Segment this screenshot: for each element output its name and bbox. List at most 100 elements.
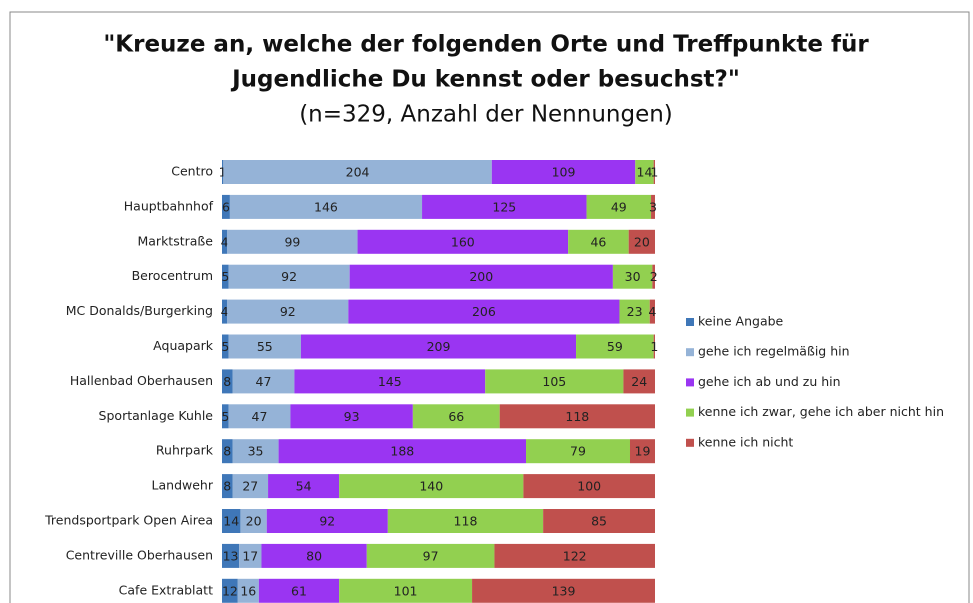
data-label: 79 (570, 444, 586, 459)
data-label: 92 (280, 304, 296, 319)
bar-segment (412, 404, 500, 429)
data-label: 139 (552, 583, 576, 598)
y-tick-label: Trendsportpark Open Airea (44, 513, 213, 528)
bar-segment (237, 578, 259, 603)
data-label: 93 (344, 409, 360, 424)
data-label: 118 (565, 409, 589, 424)
bar-segment (222, 160, 224, 184)
data-label: 101 (394, 583, 418, 598)
data-label: 5 (221, 339, 229, 354)
bar-segment (576, 334, 654, 359)
data-label: 140 (419, 479, 443, 494)
data-label: 14 (637, 165, 653, 180)
data-label: 27 (242, 479, 258, 494)
bar-segment (494, 543, 655, 568)
data-label: 14 (223, 514, 239, 529)
bar-segment (266, 509, 388, 533)
bar-segment (422, 194, 587, 219)
data-label: 160 (451, 234, 475, 249)
legend-label: kenne ich zwar, gehe ich aber nicht hin (698, 404, 944, 419)
data-label: 97 (423, 548, 439, 563)
data-label: 13 (223, 548, 239, 563)
data-label: 85 (591, 514, 607, 529)
bar-segment (227, 299, 349, 324)
data-label: 46 (590, 234, 606, 249)
legend-label: keine Angabe (698, 314, 784, 329)
bar-segment (232, 369, 295, 394)
bar-segment (629, 439, 655, 464)
bar-segment (229, 194, 423, 219)
data-label: 6 (222, 199, 230, 214)
bar-segment (222, 404, 229, 429)
data-label: 100 (577, 479, 601, 494)
data-label: 54 (296, 479, 312, 494)
data-label: 1 (650, 339, 658, 354)
data-label: 47 (256, 374, 272, 389)
data-label: 145 (378, 374, 402, 389)
y-tick-label: Landwehr (152, 478, 214, 493)
chart-subtitle: (n=329, Anzahl der Nennungen) (299, 102, 673, 128)
data-label: 19 (635, 444, 651, 459)
bar-segment (232, 439, 279, 464)
data-label: 2 (650, 269, 658, 284)
bar-segment (222, 299, 228, 324)
bar-segment (278, 439, 527, 464)
bar-segment (228, 404, 291, 429)
data-label: 1 (219, 165, 227, 180)
bar-segment (499, 404, 655, 429)
bar-segment (485, 369, 624, 394)
legend-swatch (686, 348, 694, 357)
data-label: 49 (611, 199, 627, 214)
bar-segment (523, 474, 655, 499)
chart-title: "Kreuze an, welche der folgenden Orte un… (103, 32, 869, 58)
data-label: 188 (390, 444, 414, 459)
bar-segment (300, 334, 577, 359)
bar-segment (387, 509, 544, 533)
data-label: 5 (221, 409, 229, 424)
data-label: 12 (222, 583, 238, 598)
data-label: 1 (650, 165, 658, 180)
bar-segment (222, 509, 241, 533)
bar-segment (348, 299, 620, 324)
bar-segment (653, 334, 655, 359)
bar-segment (339, 474, 524, 499)
bar-segment (232, 474, 269, 499)
y-tick-label: Aquapark (153, 338, 214, 353)
y-tick-label: Sportanlage Kuhle (99, 408, 214, 423)
bar-segment (366, 543, 495, 568)
bar-segment (628, 229, 655, 254)
bar-segment (228, 334, 301, 359)
bar-segment (349, 264, 613, 289)
data-label: 109 (552, 165, 576, 180)
legend-swatch (686, 378, 694, 387)
bar-segment (586, 194, 652, 219)
data-label: 209 (427, 339, 451, 354)
y-tick-label: Cafe Extrablatt (119, 582, 213, 597)
y-tick-label: Hauptbahnhof (124, 198, 214, 213)
data-label: 24 (631, 374, 647, 389)
data-label: 4 (648, 304, 656, 319)
data-label: 23 (627, 304, 643, 319)
bar-segment (222, 194, 230, 219)
bar-segment (612, 264, 653, 289)
data-label: 125 (492, 199, 516, 214)
bar-segment (228, 264, 350, 289)
bar-segment (261, 543, 367, 568)
bar-segment (240, 509, 267, 533)
bar-segment (222, 474, 233, 499)
bar-segment (543, 509, 655, 533)
bar-segment (491, 160, 636, 184)
bar-segment (652, 264, 655, 289)
data-label: 99 (284, 234, 300, 249)
chart-title: Jugendliche Du kennst oder besuchst?" (230, 67, 740, 93)
bar-segment (357, 229, 569, 254)
legend-label: gehe ich ab und zu hin (698, 374, 841, 389)
bar-segment (635, 160, 654, 184)
bar-segment (568, 229, 629, 254)
data-label: 105 (542, 374, 566, 389)
data-label: 66 (448, 409, 464, 424)
data-label: 3 (649, 199, 657, 214)
data-label: 35 (248, 444, 264, 459)
data-label: 61 (291, 583, 307, 598)
